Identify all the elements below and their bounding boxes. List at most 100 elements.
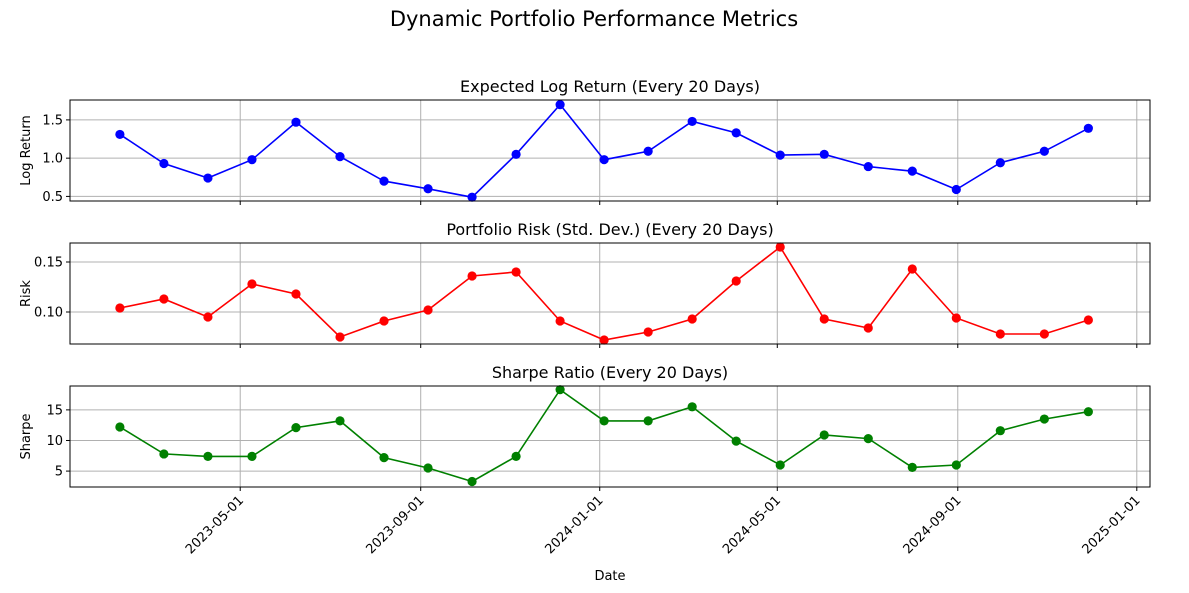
subplot-2: Portfolio Risk (Std. Dev.) (Every 20 Day…	[19, 220, 1151, 348]
x-tick-label: 2024-09-01	[901, 493, 965, 557]
data-point	[247, 451, 257, 461]
data-point	[687, 314, 697, 324]
x-axis-label: Date	[594, 569, 625, 584]
data-point	[335, 152, 345, 162]
data-point	[599, 416, 609, 426]
data-point	[247, 279, 257, 289]
data-point	[511, 451, 521, 461]
data-point	[291, 289, 301, 299]
data-point	[775, 242, 785, 252]
y-axis-label: Risk	[19, 280, 34, 307]
data-point	[731, 128, 741, 138]
data-point	[687, 402, 697, 412]
subplot-title: Expected Log Return (Every 20 Days)	[460, 77, 760, 96]
data-point	[423, 184, 433, 194]
x-tick-label: 2024-05-01	[720, 493, 784, 557]
data-point	[423, 463, 433, 473]
data-point	[423, 305, 433, 315]
data-point	[907, 462, 917, 473]
data-point	[1039, 329, 1049, 339]
data-point	[291, 117, 301, 127]
y-tick-label: 1.0	[42, 152, 63, 167]
plot-frame	[69, 385, 1151, 488]
y-tick-label: 5	[55, 465, 63, 480]
x-tick-label: 2025-01-01	[1080, 493, 1144, 557]
data-point	[1039, 414, 1049, 424]
data-point	[819, 149, 829, 159]
x-tick-label: 2024-01-01	[543, 493, 607, 557]
data-point	[951, 313, 961, 323]
x-tick-label: 2023-05-01	[183, 493, 247, 557]
data-point	[1083, 123, 1093, 133]
x-tick-labels: 2023-05-01 2023-09-01 2024-01-01 2024-05-01…	[183, 493, 1144, 557]
data-point	[951, 460, 961, 470]
y-tick-label: 0.15	[34, 256, 63, 271]
series-line	[119, 103, 1089, 199]
data-point	[907, 166, 917, 176]
data-point	[687, 116, 697, 127]
data-point	[995, 329, 1005, 339]
data-point	[555, 316, 565, 326]
data-point	[731, 436, 741, 446]
data-point	[511, 267, 521, 277]
y-axis-label: Sharpe	[19, 413, 34, 459]
subplot-3: Sharpe Ratio (Every 20 Days) Sharpe 5 10 15	[19, 363, 1151, 491]
y-tick-label: 0.5	[42, 190, 63, 205]
data-point	[379, 316, 389, 326]
data-point	[555, 99, 565, 110]
data-point	[1083, 407, 1093, 417]
data-point	[863, 161, 873, 172]
y-tick-label: 0.10	[34, 306, 63, 321]
subplot-title: Sharpe Ratio (Every 20 Days)	[492, 363, 728, 382]
data-point	[203, 451, 213, 461]
data-point	[115, 422, 125, 432]
data-point	[115, 303, 125, 313]
plot-frame	[69, 99, 1151, 202]
data-point	[599, 155, 609, 165]
data-point	[643, 416, 653, 426]
data-point	[643, 327, 653, 337]
data-point	[159, 158, 169, 169]
data-point	[467, 192, 477, 202]
data-point	[1039, 146, 1049, 156]
data-point	[775, 460, 785, 470]
subplots: Expected Log Return (Every 20 Days) Log R…	[19, 77, 1151, 491]
data-point	[995, 158, 1005, 168]
chart-title: Dynamic Portfolio Performance Metrics	[390, 7, 798, 31]
data-point	[995, 426, 1005, 436]
data-point	[335, 332, 345, 342]
data-point	[819, 314, 829, 324]
data-point	[511, 149, 521, 159]
series-line	[119, 388, 1089, 483]
data-point	[643, 146, 653, 156]
plot-frame	[69, 242, 1151, 345]
x-tick-label: 2023-09-01	[363, 493, 427, 557]
subplot-title: Portfolio Risk (Std. Dev.) (Every 20 Day…	[446, 220, 773, 239]
data-point	[379, 176, 389, 186]
data-point	[203, 312, 213, 322]
data-point	[819, 430, 829, 440]
data-point	[379, 453, 389, 463]
y-tick-label: 10	[46, 434, 63, 449]
data-point	[291, 423, 301, 433]
data-point	[159, 449, 169, 459]
y-axis-label: Log Return	[19, 115, 34, 186]
data-point	[247, 155, 257, 165]
data-point	[467, 476, 477, 487]
data-point	[731, 276, 741, 286]
data-point	[599, 335, 609, 345]
data-point	[863, 323, 873, 333]
data-point	[115, 129, 125, 140]
y-tick-label: 1.5	[42, 113, 63, 128]
data-point	[203, 173, 213, 183]
data-point	[555, 385, 565, 395]
data-point	[863, 434, 873, 444]
subplot-1: Expected Log Return (Every 20 Days) Log R…	[19, 77, 1151, 205]
y-tick-label: 15	[46, 403, 63, 418]
series-line	[119, 245, 1089, 341]
data-point	[775, 150, 785, 160]
data-point	[951, 184, 961, 195]
data-point	[159, 294, 169, 304]
data-point	[335, 416, 345, 426]
